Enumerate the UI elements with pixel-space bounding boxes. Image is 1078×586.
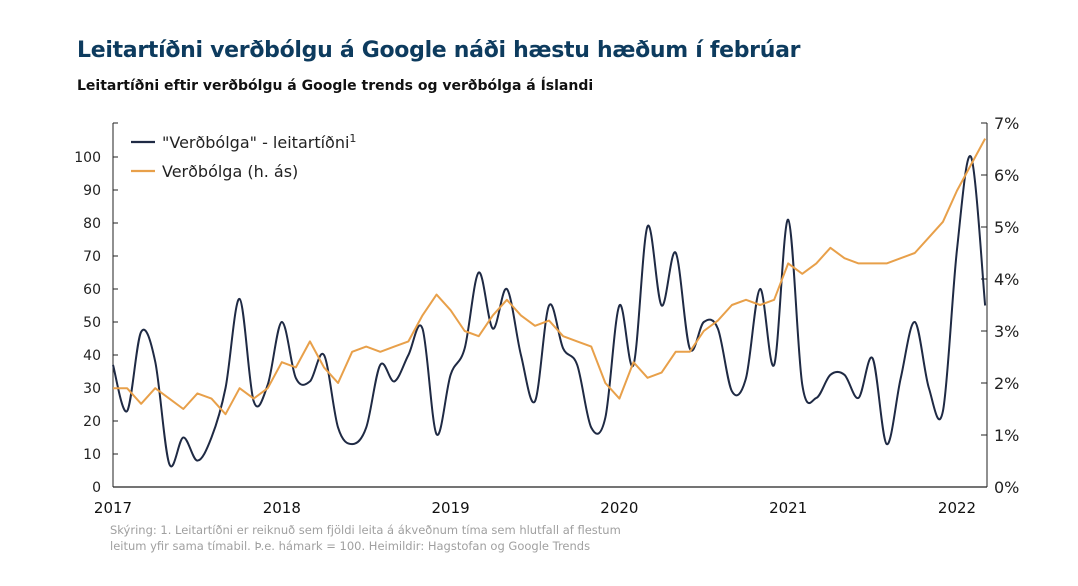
left-axis-tick-label: 100 [74, 150, 101, 166]
left-axis-tick-label: 80 [83, 216, 101, 232]
legend-superscript: 1 [349, 132, 356, 145]
legend-label: "Verðbólga" - leitartíðni1 [162, 132, 356, 152]
x-axis-tick-label: 2017 [94, 499, 132, 517]
right-axis-tick-label: 5% [994, 218, 1019, 237]
left-axis-tick-label: 20 [83, 414, 101, 430]
left-axis-tick-label: 90 [83, 183, 101, 199]
footnote-line: leitum yfir sama tímabil. Þ.e. hámark = … [110, 539, 591, 553]
right-axis-tick-label: 3% [994, 322, 1019, 341]
footnote: Skýring: 1. Leitartíðni er reiknuð sem f… [110, 522, 670, 554]
left-axis-tick-label: 10 [83, 447, 101, 463]
series-line-search-frequency [112, 155, 987, 468]
x-axis-tick-label: 2022 [938, 499, 976, 517]
chart-subtitle: Leitartíðni eftir verðbólgu á Google tre… [77, 78, 594, 94]
left-axis-tick-label: 0 [92, 480, 101, 496]
right-axis-tick-label: 1% [994, 426, 1019, 445]
x-axis-tick-label: 2020 [600, 499, 638, 517]
x-axis-tick-label: 2019 [432, 499, 470, 517]
legend-label: Verðbólga (h. ás) [162, 162, 298, 181]
footnote-line: Skýring: 1. Leitartíðni er reiknuð sem f… [110, 523, 621, 537]
x-axis-tick-label: 2021 [769, 499, 807, 517]
right-axis-tick-label: 7% [994, 114, 1019, 133]
left-axis-tick-label: 50 [83, 315, 101, 331]
right-axis-tick-label: 2% [994, 374, 1019, 393]
left-axis-tick-label: 70 [83, 249, 101, 265]
right-axis-tick-label: 0% [994, 478, 1019, 497]
right-axis-tick-label: 6% [994, 166, 1019, 185]
right-axis-tick-label: 4% [994, 270, 1019, 289]
left-axis-tick-label: 40 [83, 348, 101, 364]
series-line-inflation [113, 138, 987, 416]
left-axis-tick-label: 60 [83, 282, 101, 298]
chart-title: Leitartíðni verðbólgu á Google náði hæst… [77, 38, 801, 63]
x-axis-tick-label: 2018 [263, 499, 301, 517]
left-axis-tick-label: 30 [83, 381, 101, 397]
